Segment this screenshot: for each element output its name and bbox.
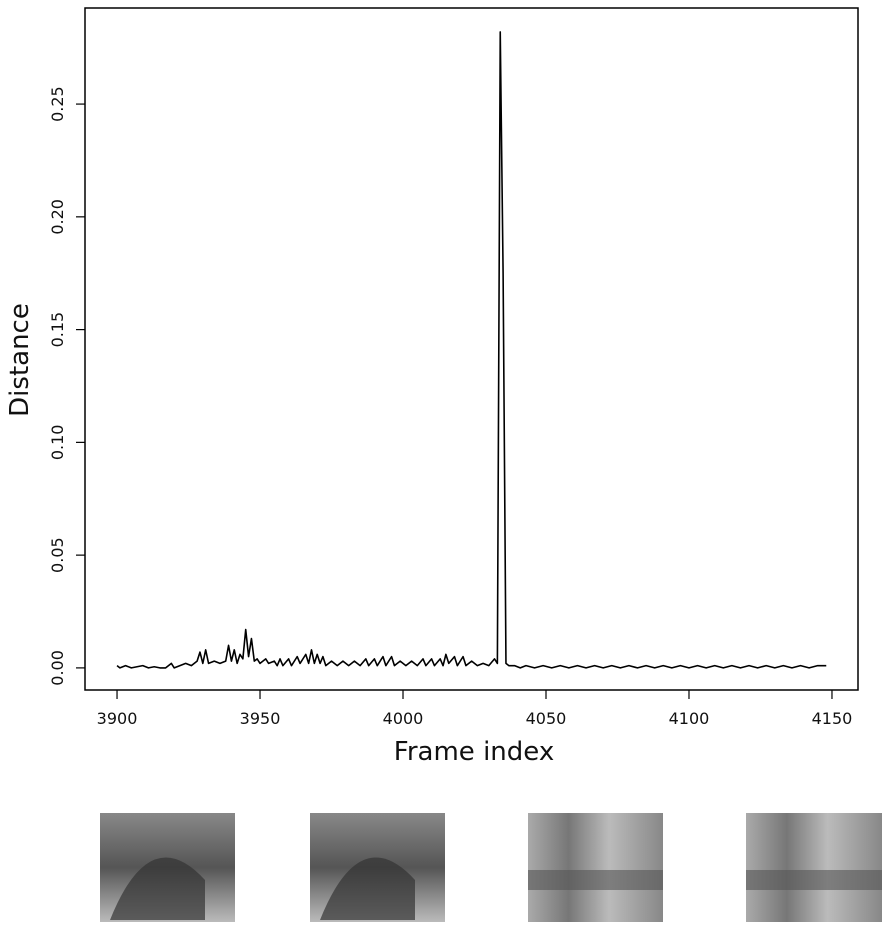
x-tick-label: 3900 [97, 709, 138, 728]
y-tick-label: 0.05 [48, 537, 67, 573]
x-tick-label: 4150 [812, 709, 853, 728]
y-tick-label: 0.10 [48, 425, 67, 461]
y-tick-label: 0.15 [48, 312, 67, 348]
thumbnail-detail [320, 857, 415, 920]
x-tick-label: 4000 [383, 709, 424, 728]
y-axis-title: Distance [5, 303, 35, 417]
y-tick-label: 0.25 [48, 86, 67, 122]
thumbnail-detail [528, 870, 663, 890]
thumbnails [100, 813, 882, 922]
plot-frame [84, 7, 859, 691]
thumbnail [746, 813, 882, 922]
y-tick-label: 0.00 [48, 650, 67, 686]
thumbnail [528, 813, 663, 922]
x-axis-title: Frame index [394, 737, 554, 767]
thumbnail-detail [746, 870, 882, 890]
x-tick-label: 4050 [526, 709, 567, 728]
y-tick-label: 0.20 [48, 199, 67, 235]
thumbnail-detail [110, 857, 205, 920]
data-line [116, 31, 827, 669]
x-tick-label: 3950 [240, 709, 281, 728]
x-tick-label: 4100 [669, 709, 710, 728]
